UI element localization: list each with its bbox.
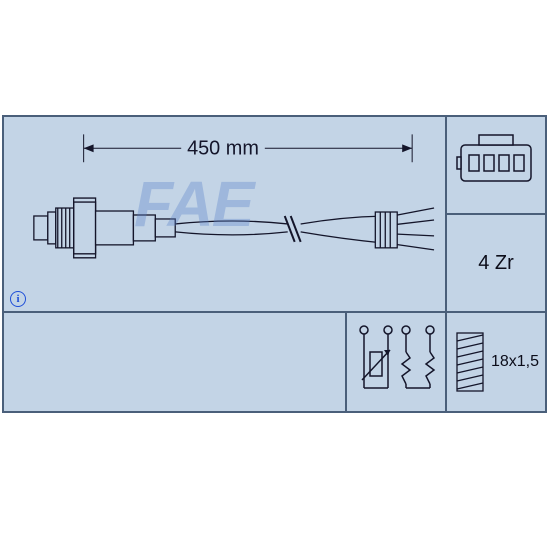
circuit-icon — [348, 314, 444, 410]
connector-cell — [446, 116, 546, 214]
wire-spec-label: 4 Zr — [478, 252, 514, 275]
row-1: FAE i 450 mm — [3, 116, 546, 312]
wire-spec-cell: 4 Zr — [446, 214, 546, 312]
sensor-svg: 450 mm — [4, 116, 445, 312]
spec-panel: FAE i 450 mm — [2, 115, 547, 413]
blank-cell — [3, 312, 346, 412]
circuit-cell — [346, 312, 446, 412]
info-icon[interactable]: i — [10, 291, 26, 307]
thread-cell: 18x1,5 — [446, 312, 546, 412]
right-column-top: 4 Zr — [446, 116, 546, 312]
thread-icon — [453, 327, 487, 397]
thread-label: 18x1,5 — [491, 353, 539, 371]
diagram-root: FAE i 450 mm — [0, 0, 547, 547]
dimension-text: 450 mm — [187, 137, 259, 159]
row-2: 18x1,5 — [3, 312, 546, 412]
sensor-drawing-cell: FAE i 450 mm — [3, 116, 446, 312]
connector-icon — [451, 125, 541, 205]
